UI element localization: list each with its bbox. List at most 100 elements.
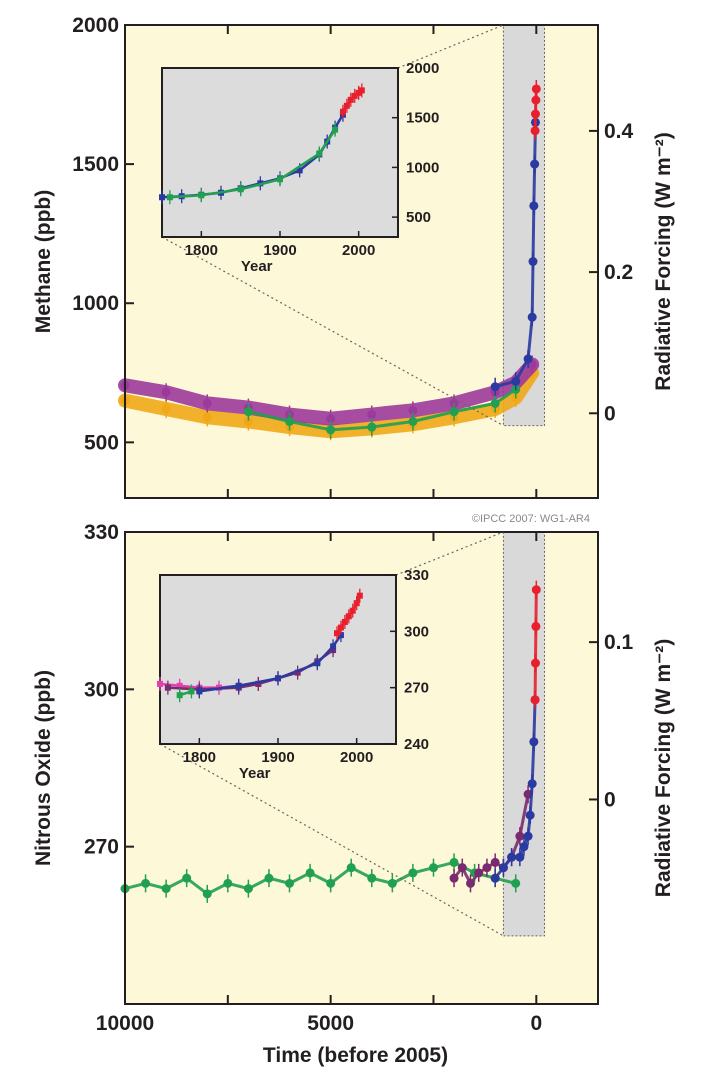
- connector-line: [159, 743, 504, 937]
- inset-data-point: [277, 176, 283, 183]
- data-point: [511, 878, 521, 888]
- data-point: [465, 878, 475, 888]
- connector-line: [397, 24, 504, 69]
- data-point: [531, 621, 541, 631]
- data-point: [515, 852, 525, 862]
- data-point: [482, 863, 492, 873]
- inset-data-point: [316, 150, 323, 157]
- inset-series-line: [168, 128, 337, 199]
- data-point: [530, 159, 540, 169]
- inset-y-tick-label: 240: [404, 736, 429, 753]
- data-point: [326, 414, 336, 424]
- y-tick-label: 270: [84, 836, 119, 859]
- inset-x-tick-label: 1900: [263, 242, 296, 259]
- data-point: [387, 878, 397, 888]
- data-point: [498, 863, 508, 873]
- data-point: [523, 354, 533, 364]
- inset-x-tick-label: 2000: [340, 749, 373, 766]
- data-point: [531, 84, 541, 94]
- data-point: [527, 312, 537, 322]
- inset-y-tick-label: 500: [406, 209, 431, 226]
- inset-x-axis-title: Year: [241, 258, 273, 275]
- inset-data-point: [337, 624, 344, 631]
- inset-y-tick-label: 330: [404, 567, 429, 584]
- x-tick-label: 5000: [307, 1012, 354, 1035]
- inset-x-tick-label: 1900: [261, 749, 294, 766]
- data-point: [264, 873, 274, 883]
- data-point: [161, 404, 171, 414]
- data-point: [527, 779, 537, 789]
- data-point: [367, 410, 377, 420]
- inset-data-point: [255, 680, 262, 687]
- x-tick-label: 0: [530, 1012, 542, 1035]
- inset-series-group: [157, 588, 363, 703]
- inset-data-point: [198, 192, 205, 199]
- y-tick-label: 300: [84, 678, 119, 701]
- inset-y-tick-label: 1500: [406, 110, 439, 127]
- inset-x-tick-label: 1800: [185, 242, 218, 259]
- y2-tick-label: 0: [604, 402, 616, 425]
- y2-axis-title: Radiative Forcing (W m⁻²): [652, 639, 675, 897]
- data-point: [515, 831, 525, 841]
- y-tick-label: 500: [84, 431, 119, 454]
- data-point: [223, 878, 233, 888]
- plot-frame: [124, 531, 599, 1005]
- data-point: [326, 878, 336, 888]
- inset-data-point: [347, 96, 354, 103]
- inset-y-tick-label: 270: [404, 680, 429, 697]
- data-point: [490, 857, 500, 867]
- y-axis-title: Nitrous Oxide (ppb): [32, 670, 55, 866]
- inset-data-point: [337, 632, 344, 639]
- inset-frame: [159, 574, 397, 745]
- data-point: [202, 398, 212, 408]
- data-point: [530, 126, 540, 136]
- inset-data-point: [166, 194, 173, 201]
- data-point: [528, 257, 538, 266]
- data-point: [202, 889, 212, 899]
- nitrous-oxide-panel: 10000 5000 0 270 300 330 0 0.1 Nitrous Oxide (pp…: [32, 521, 675, 1067]
- data-point: [305, 868, 315, 878]
- inset-data-point: [275, 675, 281, 682]
- y2-axis-title: Radiative Forcing (W m⁻²): [652, 132, 675, 390]
- data-point: [428, 863, 438, 873]
- inset-y-tick-label: 2000: [406, 60, 439, 77]
- data-point: [367, 422, 377, 432]
- series-line: [452, 792, 530, 885]
- data-point: [408, 416, 418, 426]
- data-point: [474, 868, 484, 878]
- data-point: [141, 878, 151, 888]
- x-axis-title: Time (before 2005): [263, 1044, 448, 1067]
- inset-data-point: [341, 618, 348, 625]
- data-point: [507, 852, 517, 862]
- inset-x-tick-label: 2000: [342, 242, 375, 259]
- inset-data-point: [159, 194, 165, 201]
- data-point: [519, 842, 529, 852]
- inset-data-point: [235, 682, 242, 689]
- y2-tick-label: 0.2: [604, 261, 633, 284]
- inset-data-point: [196, 688, 203, 695]
- y2-tick-label: 0: [604, 788, 616, 811]
- inset-data-point: [296, 167, 303, 174]
- data-point: [511, 376, 521, 386]
- inset-data-point: [332, 126, 339, 133]
- inset-data-point: [353, 600, 360, 607]
- inset-data-point: [334, 630, 340, 637]
- inset-x-axis-title: Year: [239, 765, 271, 782]
- data-point: [408, 868, 418, 878]
- inset-data-point: [164, 684, 171, 691]
- inset-data-point: [176, 682, 183, 689]
- data-point: [449, 857, 459, 867]
- data-series-group: [120, 580, 541, 903]
- data-point: [243, 884, 253, 894]
- data-point: [285, 416, 295, 426]
- data-point: [243, 407, 253, 417]
- data-point: [530, 695, 540, 705]
- inset-data-point: [294, 669, 301, 676]
- inset-data-point: [188, 688, 195, 695]
- inset-y-tick-label: 1000: [406, 159, 439, 176]
- inset-data-point: [345, 613, 352, 620]
- inset-series-group: [159, 83, 365, 205]
- y-tick-label: 2000: [72, 14, 119, 37]
- inset-x-tick-label: 1800: [183, 749, 216, 766]
